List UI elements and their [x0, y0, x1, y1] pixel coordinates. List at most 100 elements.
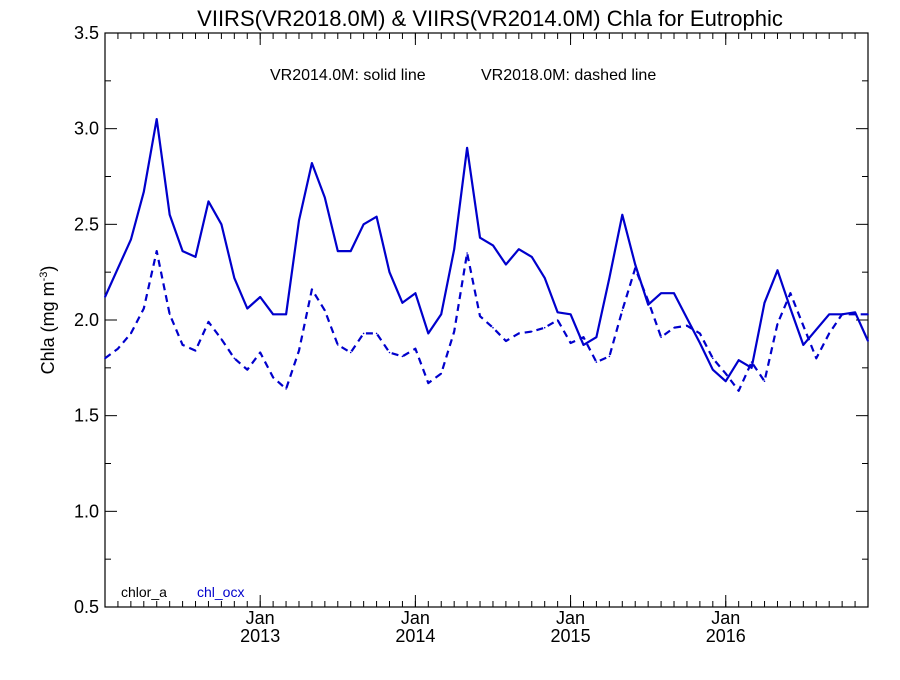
data-point-solid [414, 292, 417, 295]
data-point-solid [543, 277, 546, 279]
y-tick-label: 1.0 [74, 501, 99, 521]
data-point-solid [220, 223, 223, 226]
y-tick-label: 2.0 [74, 310, 99, 330]
data-point-solid [285, 313, 287, 316]
data-point-dashed [388, 351, 391, 354]
data-point-dashed [634, 267, 636, 270]
data-point-solid [595, 336, 598, 339]
data-point-solid [724, 380, 727, 383]
y-tick-label: 3.0 [74, 119, 99, 139]
y-axis-label: Chla (mg m-3) [38, 266, 58, 375]
data-point-solid [763, 302, 766, 304]
data-point-solid [686, 317, 688, 319]
data-point-dashed [867, 313, 869, 316]
series-line-solid [103, 117, 870, 383]
data-point-dashed [556, 319, 559, 321]
data-point-dashed [233, 357, 236, 360]
data-point-solid [272, 313, 274, 316]
legend: chlor_a chl_ocx [121, 584, 244, 600]
data-point-dashed [854, 313, 856, 316]
series-line-dashed [104, 250, 868, 392]
data-point-solid [518, 248, 520, 250]
legend-entry: chlor_a [121, 584, 167, 600]
series-layer [103, 117, 870, 392]
data-point-dashed [712, 357, 714, 360]
data-point-solid [440, 313, 443, 316]
plot-frame [104, 32, 869, 608]
data-point-solid [492, 244, 494, 247]
data-point-solid [828, 313, 830, 316]
data-point-solid [699, 342, 701, 344]
data-point-dashed [117, 347, 119, 350]
data-point-solid [712, 368, 714, 371]
data-point-dashed [349, 351, 352, 354]
data-point-solid [569, 313, 572, 316]
data-point-solid [337, 250, 339, 252]
data-point-dashed [841, 313, 843, 316]
data-point-dashed [582, 336, 585, 339]
data-point-dashed [505, 340, 507, 342]
data-point-solid [466, 147, 468, 149]
data-point-solid [388, 271, 391, 274]
data-point-solid [130, 238, 132, 241]
data-point-solid [117, 267, 119, 270]
data-point-solid [660, 292, 662, 295]
data-point-solid [776, 269, 779, 272]
x-tick-year: 2013 [240, 626, 280, 646]
data-point-solid [104, 296, 106, 298]
data-point-dashed [595, 361, 598, 363]
data-point-dashed [660, 336, 662, 339]
data-point-dashed [518, 332, 520, 335]
x-tick-year: 2015 [551, 626, 591, 646]
data-point-solid [259, 296, 262, 298]
x-tick-year: 2016 [706, 626, 746, 646]
data-point-dashed [479, 315, 481, 318]
x-tick-year: 2014 [395, 626, 435, 646]
data-point-dashed [143, 307, 145, 310]
data-point-solid [673, 292, 675, 295]
data-point-dashed [802, 324, 805, 327]
data-point-dashed [285, 388, 287, 390]
data-point-dashed [647, 300, 649, 302]
data-point-dashed [362, 332, 365, 335]
data-point-dashed [375, 332, 378, 335]
y-tick-label: 0.5 [74, 597, 99, 617]
data-point-solid [556, 311, 559, 314]
data-point-dashed [155, 250, 158, 252]
data-point-solid [750, 367, 753, 369]
data-point-dashed [737, 390, 740, 392]
data-point-solid [802, 344, 805, 346]
data-point-solid [155, 118, 158, 120]
axes: 0.51.01.52.02.53.03.5Jan2013Jan2014Jan20… [74, 23, 869, 646]
data-point-solid [479, 236, 481, 239]
data-point-dashed [750, 361, 753, 363]
data-point-dashed [569, 342, 572, 344]
data-point-dashed [466, 252, 468, 254]
data-point-dashed [246, 368, 249, 371]
y-axis-label-main: Chla (mg m [38, 281, 58, 374]
data-point-solid [854, 311, 856, 314]
x-tick-month: Jan [401, 608, 430, 628]
data-point-dashed [311, 288, 313, 291]
data-point-dashed [194, 349, 197, 352]
data-point-solid [233, 277, 236, 279]
data-point-solid [505, 263, 507, 266]
data-point-dashed [686, 324, 688, 327]
data-point-dashed [724, 372, 727, 375]
y-tick-label: 2.5 [74, 214, 99, 234]
data-point-dashed [207, 321, 210, 323]
data-point-solid [634, 263, 636, 266]
data-point-dashed [427, 382, 430, 384]
data-point-solid [815, 328, 818, 331]
data-point-solid [608, 277, 611, 279]
data-point-solid [427, 332, 430, 335]
data-point-solid [531, 256, 533, 258]
data-point-dashed [401, 355, 404, 358]
data-point-dashed [531, 330, 533, 333]
data-point-dashed [337, 344, 339, 346]
data-point-dashed [272, 376, 274, 379]
data-point-dashed [673, 326, 675, 329]
data-point-solid [349, 250, 352, 252]
